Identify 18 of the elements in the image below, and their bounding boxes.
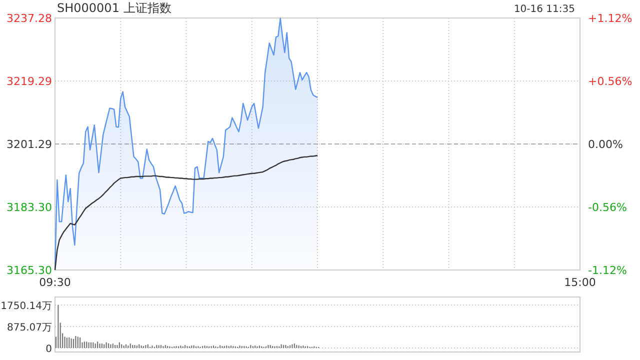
x-tick-label: 15:00 [564,276,596,289]
y-tick-label: 3165.30 [6,264,52,277]
y-tick-label: 1750.14万 [0,301,52,312]
chart-title: SH000001 上证指数 [57,1,172,15]
y2-tick-label: -0.56% [588,201,627,214]
y2-tick-label: 0.00% [588,138,623,151]
y-tick-label: 0 [46,344,52,355]
line-series [54,154,318,271]
y-tick-label: 3183.30 [6,200,52,214]
y2-tick-label: +0.56% [588,75,632,88]
y2-tick-label: -1.12% [588,264,627,277]
x-tick-label: 09:30 [39,276,71,289]
y-tick-label: 3201.29 [6,138,52,151]
text: 10-16 11:35 [514,4,575,15]
y-tick-label: 3219.29 [6,74,52,88]
y-tick-label: 875.07万 [7,322,52,334]
y-tick-label: 3237.28 [6,12,52,25]
y2-tick-label: +1.12% [588,12,632,25]
